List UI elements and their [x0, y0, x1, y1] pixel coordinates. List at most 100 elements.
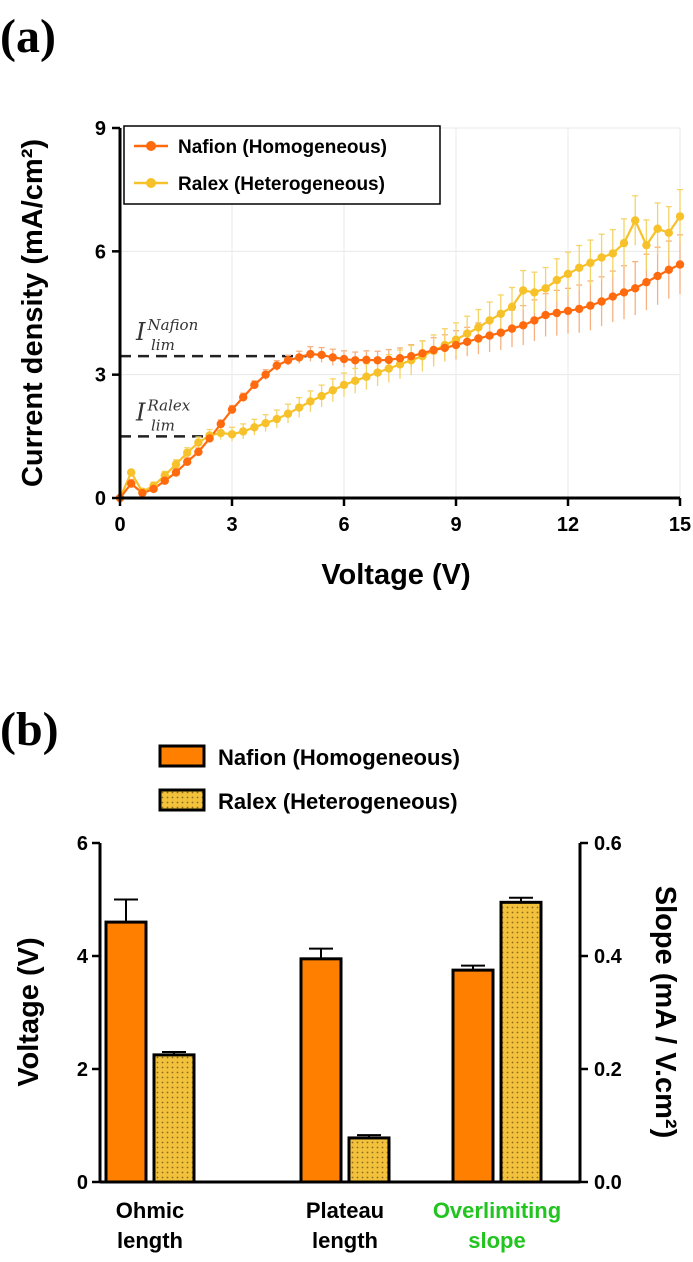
x-tick-label: 15 — [669, 514, 691, 536]
data-point-nafion — [474, 334, 483, 343]
y-tick-label: 0 — [95, 488, 106, 510]
data-point-nafion — [552, 308, 561, 318]
y-tick-label: 3 — [95, 365, 106, 387]
data-point-nafion — [440, 343, 449, 353]
data-point-nafion — [631, 284, 640, 293]
data-point-ralex — [631, 216, 640, 225]
data-point-nafion — [239, 393, 248, 402]
data-point-ralex — [552, 275, 561, 285]
data-point-nafion — [373, 356, 382, 365]
data-point-ralex — [295, 403, 304, 412]
category-label: Overlimiting slope — [433, 1198, 561, 1253]
data-point-nafion — [138, 488, 147, 498]
data-point-nafion — [272, 361, 281, 370]
x-tick-label: 0 — [114, 514, 125, 536]
data-point-ralex — [619, 238, 629, 248]
data-point-ralex — [642, 240, 651, 250]
error-bars — [128, 189, 683, 496]
data-point-nafion — [519, 321, 528, 330]
data-point-ralex — [317, 391, 326, 401]
y-tick-label: 6 — [95, 241, 106, 263]
legend-b-label-ralex: Ralex (Heterogeneous) — [218, 789, 458, 814]
data-point-nafion — [171, 468, 181, 477]
data-point-ralex — [384, 364, 393, 373]
data-point-nafion — [194, 447, 203, 457]
data-point-nafion — [395, 354, 405, 363]
x-tick-label: 6 — [338, 514, 349, 536]
y-tick-label: 9 — [95, 118, 106, 140]
data-point-nafion — [463, 337, 472, 346]
data-point-nafion — [183, 457, 192, 467]
legend-b: Nafion (Homogeneous) Ralex (Heterogeneou… — [158, 744, 460, 814]
data-point-nafion — [451, 340, 461, 350]
data-point-nafion — [619, 288, 629, 297]
legend: Nafion (Homogeneous) Ralex (Heterogeneou… — [123, 125, 441, 205]
data-point-ralex — [171, 460, 181, 469]
data-point-ralex — [183, 448, 192, 457]
limiting-current-label: I Ralex lim — [135, 396, 191, 434]
data-point-ralex — [239, 427, 248, 436]
data-point-nafion — [295, 353, 304, 362]
data-point-nafion — [642, 277, 651, 287]
panel-label-a: (a) — [0, 10, 56, 63]
data-point-nafion — [261, 370, 270, 379]
data-point-ralex — [463, 329, 472, 338]
data-point-nafion — [507, 324, 517, 333]
series-points — [115, 212, 685, 503]
data-point-nafion — [418, 349, 427, 358]
data-point-ralex — [194, 438, 203, 447]
axes-b — [92, 841, 588, 1184]
y-tick-label-right: 0.6 — [594, 833, 622, 855]
panel-label-b: (b) — [0, 703, 59, 756]
data-point-nafion — [530, 316, 539, 325]
data-point-ralex — [608, 249, 617, 258]
data-point-ralex — [653, 224, 662, 233]
data-point-ralex — [328, 386, 337, 395]
data-point-ralex — [373, 368, 382, 377]
legend-swatch-ralex — [158, 788, 206, 812]
legend-label-nafion: Nafion (Homogeneous) — [178, 137, 387, 158]
y-axis-title: Current density (mA/cm²) — [17, 139, 49, 487]
data-point-ralex — [597, 253, 606, 262]
legend-box — [123, 125, 441, 205]
data-point-ralex — [362, 372, 371, 381]
data-point-ralex — [541, 284, 550, 293]
data-point-nafion — [283, 356, 293, 365]
chart-panel-b: (b) Nafion (Homogeneous) Ralex (Heteroge… — [0, 703, 681, 1253]
data-point-nafion — [485, 331, 494, 340]
data-point-nafion — [407, 351, 416, 361]
data-point-ralex — [586, 258, 595, 268]
data-point-ralex — [351, 376, 360, 386]
tick-labels-b: 0 2 4 6 0.0 0.2 0.4 0.6 — [77, 833, 623, 1194]
y-tick-label-left: 6 — [77, 833, 88, 855]
chart-panel-a: (a) I Nafion lim I Ralex lim 0 3 6 9 12 15 0 3 6 9 Naf… — [0, 10, 691, 591]
data-point-nafion — [250, 380, 259, 390]
legend-swatch-nafion — [158, 744, 206, 768]
data-point-nafion — [597, 297, 606, 306]
data-point-ralex — [530, 288, 539, 297]
data-point-nafion — [127, 479, 136, 488]
x-axis-title: Voltage (V) — [321, 559, 470, 591]
data-point-nafion — [675, 260, 685, 269]
data-point-ralex — [485, 316, 494, 325]
y-tick-label-left: 2 — [77, 1059, 88, 1081]
axes — [112, 126, 682, 506]
data-point-ralex — [496, 309, 505, 319]
data-point-ralex — [306, 397, 315, 406]
data-point-nafion — [328, 353, 337, 362]
bar-ralex — [499, 900, 543, 1184]
data-point-nafion — [541, 310, 550, 320]
x-tick-label: 3 — [226, 514, 237, 536]
data-point-ralex — [227, 430, 237, 439]
data-point-nafion — [160, 476, 169, 485]
y-tick-label-right: 0.2 — [594, 1059, 622, 1081]
bar-nafion — [299, 957, 343, 1184]
data-point-ralex — [339, 380, 349, 390]
data-point-nafion — [496, 328, 505, 337]
legend-label-ralex: Ralex (Heterogeneous) — [178, 174, 385, 195]
category-labels: Ohmic length Plateau length Overlimiting slop… — [116, 1198, 561, 1253]
y-tick-label-right: 0.4 — [594, 946, 623, 968]
data-point-nafion — [216, 419, 225, 429]
data-point-ralex — [575, 263, 584, 272]
data-point-nafion — [227, 405, 237, 414]
